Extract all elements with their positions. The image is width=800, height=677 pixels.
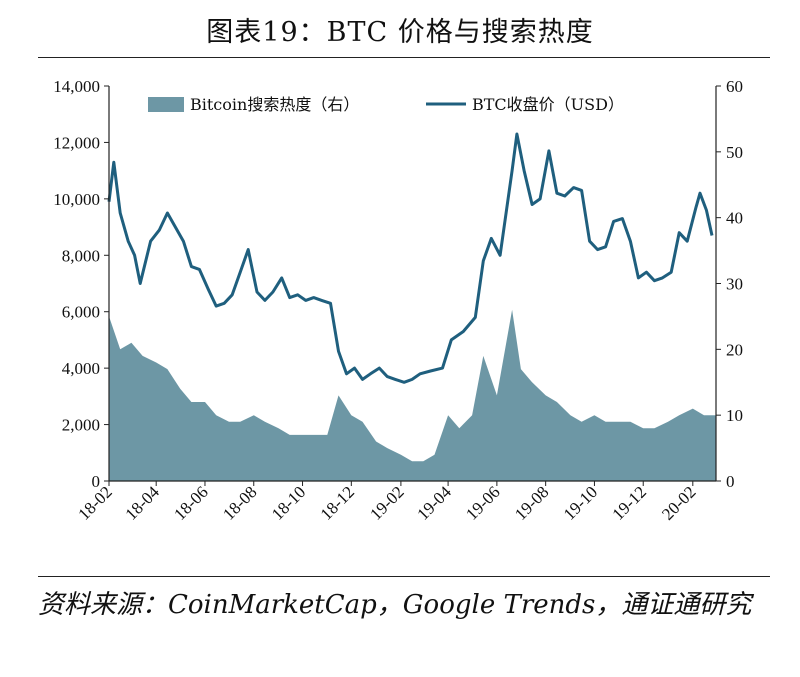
left-axis-tick-label: 10,000 [53,190,100,209]
legend: Bitcoin搜索热度（右） BTC收盘价（USD） [148,95,624,114]
source-note: 资料来源：CoinMarketCap，Google Trends，通证通研究 [38,590,752,620]
left-axis-tick-label: 12,000 [53,133,100,152]
left-axis-tick-label: 14,000 [53,77,100,96]
line-layer [107,132,714,384]
legend-label-search: Bitcoin搜索热度（右） [190,95,359,114]
chart-title: 图表19：BTC 价格与搜索热度 [206,17,594,48]
right-axis-tick-label: 40 [726,209,743,228]
left-axis-tick-label: 8,000 [62,246,100,265]
x-axis-tick-label: 18-02 [74,482,115,523]
x-axis-tick-label: 18-08 [219,482,260,523]
right-axis-tick-label: 50 [726,143,743,162]
right-axis-tick-label: 0 [726,472,735,491]
top-rule [38,57,770,58]
x-axis-tick-label: 19-10 [560,482,601,523]
x-axis-tick-label: 18-12 [317,482,358,523]
x-axis-tick-label: 18-04 [122,482,164,524]
right-axis-tick-label: 10 [726,406,743,425]
x-axis-tick-label: 19-04 [413,482,455,524]
right-axis-tick-label: 20 [726,340,743,359]
x-axis-tick-label: 19-12 [609,482,650,523]
x-axis-tick-label: 18-06 [170,482,211,523]
right-axis-tick-label: 60 [726,77,743,96]
legend-label-price: BTC收盘价（USD） [472,95,624,114]
btc-price-line [107,132,714,384]
x-axis-tick-label: 18-10 [268,482,309,523]
left-axis-tick-label: 2,000 [62,416,100,435]
left-axis-tick-label: 0 [92,472,101,491]
bottom-rule [38,576,770,577]
area-layer [109,309,716,481]
x-axis-tick-label: 20-02 [658,482,699,523]
right-axis-tick-label: 30 [726,275,743,294]
x-axis-tick-label: 19-02 [366,482,407,523]
x-axis-tick-label: 19-08 [511,482,552,523]
x-axis-tick-label: 19-06 [462,482,503,523]
legend-swatch-search [148,97,184,112]
left-axis-tick-label: 6,000 [62,303,100,322]
left-axis-tick-label: 4,000 [62,359,100,378]
search-volume-area [109,309,716,481]
